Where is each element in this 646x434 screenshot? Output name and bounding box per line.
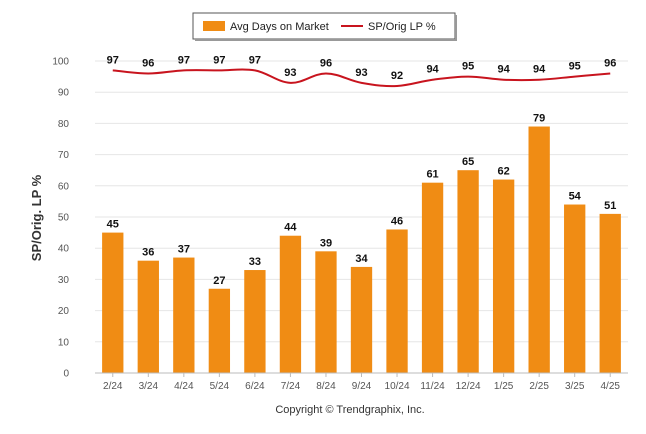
bar-value-label: 79: [533, 113, 545, 125]
legend: Avg Days on Market SP/Orig LP %: [192, 12, 457, 41]
bar-value-label: 61: [426, 169, 438, 181]
line-value-label: 95: [569, 61, 581, 73]
bar: [315, 251, 337, 373]
line-value-label: 97: [107, 54, 119, 66]
x-tick-label: 2/24: [103, 381, 123, 392]
legend-box-shadow: [455, 15, 457, 41]
line-value-label: 94: [426, 64, 439, 76]
bar-value-label: 44: [284, 222, 297, 234]
bar-value-label: 33: [249, 256, 261, 268]
x-tick-label: 8/24: [316, 381, 336, 392]
line-value-label: 92: [391, 70, 403, 82]
legend-label-line: SP/Orig LP %: [368, 21, 436, 33]
y-tick-label: 40: [58, 244, 70, 255]
bar-value-label: 39: [320, 237, 332, 249]
line-value-label: 93: [284, 67, 296, 79]
copyright-credit: Copyright © Trendgraphix, Inc.: [275, 404, 424, 416]
bar-value-label: 34: [355, 253, 368, 265]
bar: [244, 270, 266, 373]
bar: [208, 288, 231, 373]
y-tick-label: 100: [52, 57, 69, 68]
bar: [137, 260, 159, 373]
bar: [386, 229, 408, 373]
y-tick-label: 0: [63, 369, 69, 380]
line-value-label: 97: [178, 54, 190, 66]
x-tick-label: 9/24: [352, 381, 372, 392]
x-tick-label: 10/24: [385, 381, 410, 392]
y-axis-title: SP/Orig. LP %: [29, 174, 44, 261]
bar-value-label: 45: [107, 219, 119, 231]
bar-series: [102, 126, 621, 374]
line-value-label: 93: [355, 67, 367, 79]
line-value-label: 95: [462, 61, 474, 73]
bar-value-label: 62: [498, 166, 510, 178]
x-tick-label: 7/24: [281, 381, 301, 392]
x-tick-label: 4/25: [600, 381, 620, 392]
legend-label-bar: Avg Days on Market: [230, 21, 329, 33]
bar: [102, 232, 124, 373]
bar: [279, 235, 302, 373]
y-tick-label: 80: [58, 119, 70, 130]
y-axis-ticks: 0 10 20 30 40 50 60 70 80 90 100: [52, 57, 69, 380]
bar-value-label: 65: [462, 156, 474, 168]
bar: [173, 257, 195, 373]
x-tick-label: 3/25: [565, 381, 585, 392]
x-tick-label: 11/24: [420, 381, 445, 392]
legend-swatch-bar: [203, 21, 225, 31]
bar: [350, 266, 373, 373]
bar-value-label: 46: [391, 215, 403, 227]
bar: [457, 170, 479, 373]
x-tick-label: 2/25: [529, 381, 549, 392]
x-tick-label: 12/24: [456, 381, 481, 392]
line-data-labels: 97 96 97 97 97 93 96 93 92 94 95 94 94 95 96: [107, 54, 617, 82]
legend-box-shadow-bottom: [195, 39, 457, 41]
x-tick-label: 5/24: [210, 381, 230, 392]
bar-data-labels: 45 36 37 27 33 44 39 34 46 61 65 62 79 54 51: [107, 113, 617, 287]
x-tick-label: 4/24: [174, 381, 194, 392]
bar-value-label: 54: [569, 191, 582, 203]
bar: [599, 213, 621, 373]
y-tick-label: 10: [58, 337, 70, 348]
y-tick-label: 20: [58, 306, 70, 317]
bar-value-label: 37: [178, 244, 190, 256]
line-value-label: 96: [320, 57, 332, 69]
y-tick-label: 70: [58, 150, 70, 161]
y-tick-label: 50: [58, 213, 70, 224]
bar-value-label: 51: [604, 200, 616, 212]
line-value-label: 97: [213, 54, 225, 66]
bar-value-label: 27: [213, 275, 225, 287]
x-tick-label: 3/24: [139, 381, 159, 392]
line-value-label: 97: [249, 54, 261, 66]
line-value-label: 94: [533, 64, 546, 76]
bar-value-label: 36: [142, 247, 154, 259]
x-axis-ticks: 2/24 3/24 4/24 5/24 6/24 7/24 8/24 9/24 10/24 11/…: [103, 373, 620, 392]
y-tick-label: 60: [58, 181, 70, 192]
x-tick-label: 6/24: [245, 381, 265, 392]
x-tick-label: 1/25: [494, 381, 514, 392]
bar: [564, 204, 586, 373]
line-series: [112, 68, 611, 88]
bar: [528, 126, 550, 374]
line-value-label: 96: [142, 57, 154, 69]
legend-box: [192, 12, 456, 40]
bar: [492, 179, 515, 373]
y-tick-label: 30: [58, 275, 70, 286]
line-value-label: 96: [604, 57, 616, 69]
y-tick-label: 90: [58, 88, 70, 99]
line-value-label: 94: [498, 64, 511, 76]
bar: [421, 182, 444, 373]
